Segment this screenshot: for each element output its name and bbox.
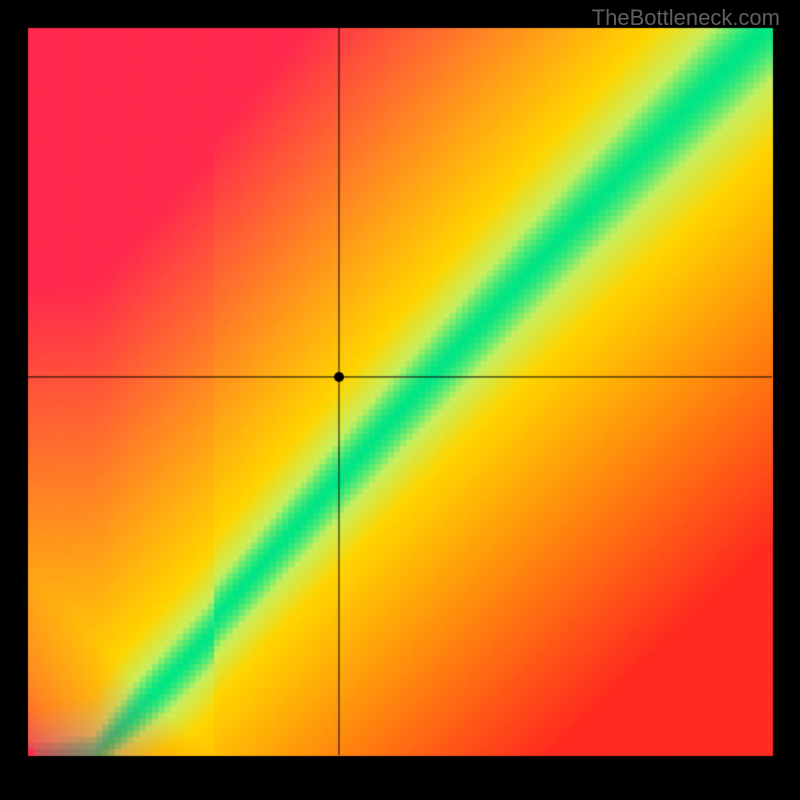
attribution-label: TheBottleneck.com [592, 5, 780, 31]
bottleneck-heatmap [0, 0, 800, 800]
